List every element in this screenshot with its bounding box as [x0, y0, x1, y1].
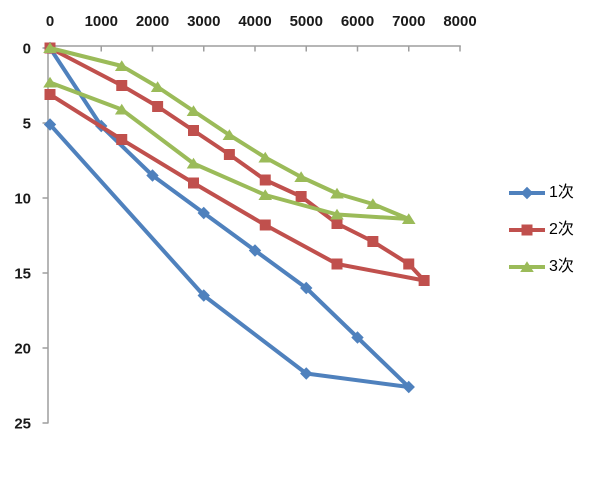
data-point-marker-triangle — [294, 171, 308, 182]
data-point-marker-square — [188, 177, 199, 189]
data-point-marker-square — [403, 258, 415, 270]
data-point-marker-triangle — [114, 103, 129, 115]
data-point-marker-triangle — [258, 151, 273, 163]
data-point-marker-square — [331, 258, 343, 270]
data-point-marker-square — [418, 275, 430, 286]
data-point-marker-diamond — [248, 244, 262, 257]
data-point-marker-triangle — [222, 129, 237, 140]
y-axis-tick-label: 0 — [23, 41, 31, 58]
x-axis-tick-label: 2000 — [136, 13, 169, 30]
data-point-marker-square — [152, 101, 164, 112]
y-axis-tick-label: 10 — [14, 191, 31, 208]
chart-legend: 1次 2次 3次 — [508, 183, 574, 277]
data-point-marker-diamond — [300, 367, 313, 380]
data-point-marker-triangle — [330, 187, 344, 199]
data-point-marker-triangle — [330, 208, 344, 220]
data-point-marker-diamond — [146, 169, 159, 182]
x-axis-tick-label: 7000 — [392, 13, 425, 30]
data-point-marker-square — [295, 191, 307, 202]
legend-item-series-3[interactable]: 3次 — [508, 257, 574, 277]
data-point-marker-square — [331, 218, 343, 229]
x-axis-tick-label: 6000 — [341, 13, 374, 30]
data-point-marker-square — [44, 89, 56, 100]
data-point-marker-triangle — [186, 105, 201, 116]
data-point-marker-triangle — [186, 157, 201, 169]
data-point-marker-triangle — [43, 42, 57, 53]
data-point-marker-triangle — [150, 81, 165, 92]
legend-label: 1次 — [549, 184, 574, 201]
legend-swatch-marker — [520, 186, 534, 200]
legend-swatch-marker — [520, 261, 534, 272]
legend-label: 3次 — [549, 258, 574, 275]
data-point-marker-diamond — [197, 206, 210, 220]
x-axis-tick-label: 0 — [46, 13, 54, 30]
legend-item-series-2[interactable]: 2次 — [508, 220, 574, 240]
data-point-marker-square — [259, 219, 271, 231]
legend-label: 2次 — [549, 221, 574, 238]
data-point-marker-square — [116, 80, 128, 91]
x-axis-tick-label: 5000 — [290, 13, 323, 30]
y-axis-tick-label: 25 — [14, 416, 31, 433]
x-axis-tick-label: 4000 — [238, 13, 271, 30]
data-point-marker-diamond — [402, 380, 415, 394]
data-point-marker-triangle — [258, 189, 273, 200]
legend-swatch-square-icon — [509, 224, 545, 236]
data-point-marker-diamond — [43, 118, 57, 131]
data-point-marker-diamond — [300, 281, 313, 295]
data-point-marker-triangle — [366, 198, 380, 209]
data-point-marker-square — [116, 134, 128, 145]
data-point-marker-square — [223, 149, 235, 160]
data-point-marker-triangle — [401, 213, 416, 224]
data-point-marker-triangle — [114, 60, 129, 71]
y-axis-tick-label: 20 — [14, 341, 31, 358]
x-axis-tick-label: 3000 — [187, 13, 220, 30]
legend-swatch-diamond-icon — [509, 186, 545, 200]
series-line — [48, 46, 427, 283]
series-3 — [43, 42, 416, 224]
data-point-marker-diamond — [197, 289, 210, 302]
data-point-marker-diamond — [351, 331, 364, 344]
y-axis-tick-label: 15 — [14, 266, 31, 283]
legend-swatch-marker — [521, 224, 533, 236]
x-axis-tick-label: 8000 — [443, 13, 476, 30]
series-2 — [44, 42, 430, 286]
y-axis-tick-label: 5 — [23, 116, 31, 133]
data-point-marker-square — [367, 236, 379, 247]
data-point-marker-square — [259, 174, 271, 186]
legend-swatch-triangle-icon — [509, 261, 545, 272]
legend-item-series-1[interactable]: 1次 — [508, 183, 574, 203]
data-point-marker-triangle — [43, 76, 57, 88]
data-point-marker-square — [188, 125, 199, 136]
x-axis-tick-label: 1000 — [85, 13, 118, 30]
